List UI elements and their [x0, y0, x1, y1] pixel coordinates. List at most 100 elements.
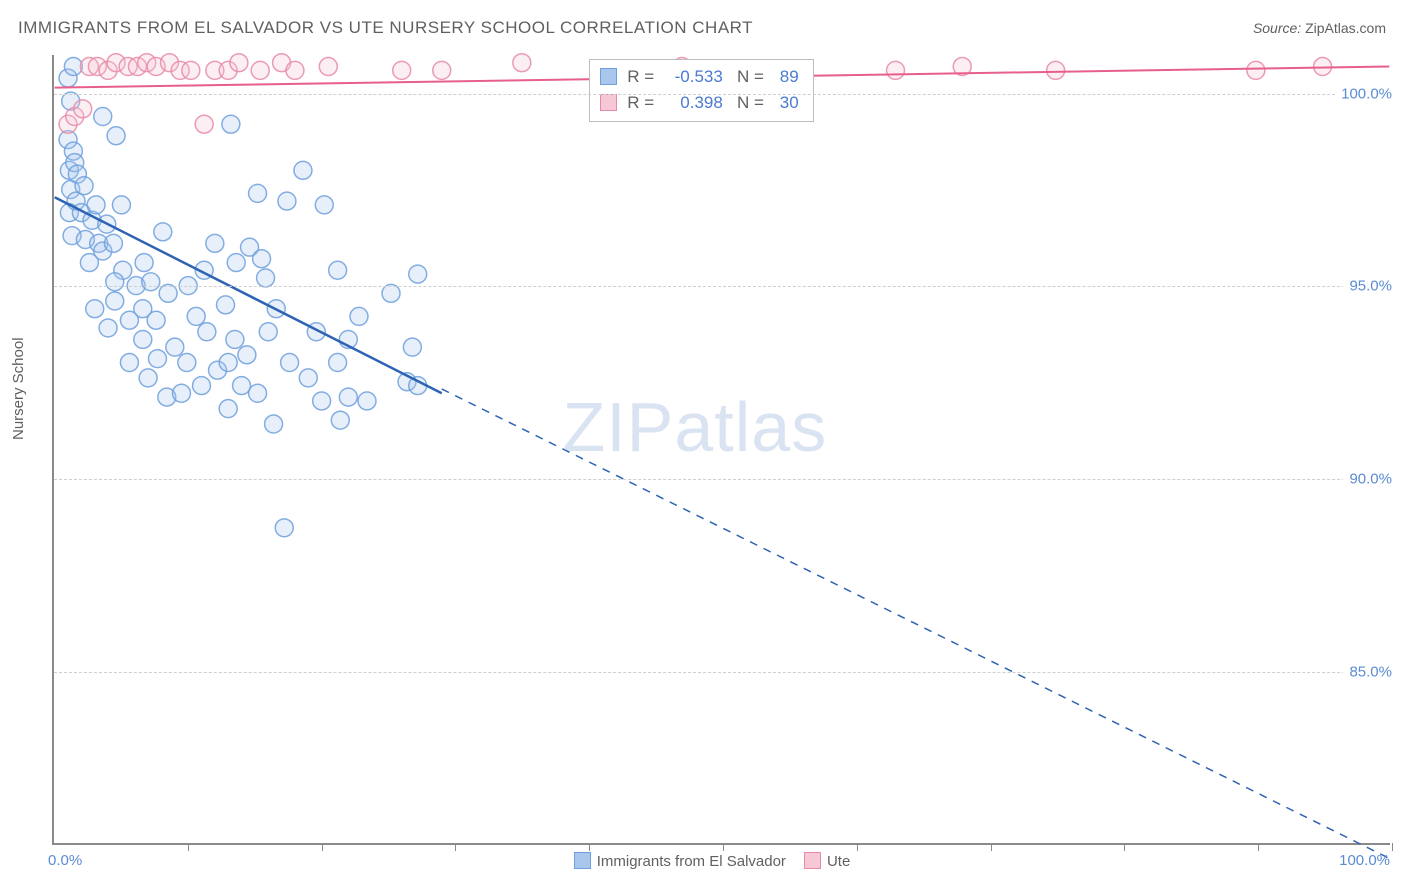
data-point [135, 254, 153, 272]
y-axis-label: Nursery School [10, 337, 27, 440]
legend-r-label: R = [627, 67, 659, 86]
data-point [286, 61, 304, 79]
data-point [1247, 61, 1265, 79]
data-point [253, 250, 271, 268]
legend-n-label: N = [737, 67, 769, 86]
data-point [86, 300, 104, 318]
data-point [1047, 61, 1065, 79]
data-point [178, 354, 196, 372]
source-credit: Source: ZipAtlas.com [1253, 20, 1386, 36]
data-point [251, 61, 269, 79]
data-point [217, 296, 235, 314]
data-point [222, 115, 240, 133]
data-point [315, 196, 333, 214]
y-tick-label: 90.0% [1343, 470, 1392, 487]
y-tick-label: 85.0% [1343, 663, 1392, 680]
legend-n-label: N = [737, 93, 769, 112]
data-point [409, 265, 427, 283]
legend-r-value: -0.533 [659, 64, 723, 90]
data-point [249, 184, 267, 202]
chart-title: IMMIGRANTS FROM EL SALVADOR VS UTE NURSE… [18, 18, 753, 38]
data-point [195, 115, 213, 133]
data-point [187, 307, 205, 325]
data-point [319, 58, 337, 76]
gridline-h [54, 672, 1390, 673]
data-point [294, 161, 312, 179]
data-point [230, 54, 248, 72]
data-point [134, 330, 152, 348]
data-point [249, 384, 267, 402]
data-point [120, 354, 138, 372]
x-tick [723, 843, 724, 851]
source-value: ZipAtlas.com [1305, 20, 1386, 36]
data-point [166, 338, 184, 356]
x-tick [589, 843, 590, 851]
data-point [329, 261, 347, 279]
data-point [358, 392, 376, 410]
x-tick [1392, 843, 1393, 851]
legend-swatch [804, 852, 821, 869]
gridline-h [54, 286, 1390, 287]
source-label: Source: [1253, 20, 1301, 36]
data-point [154, 223, 172, 241]
gridline-h [54, 94, 1390, 95]
x-tick [455, 843, 456, 851]
data-point [219, 400, 237, 418]
data-point [226, 330, 244, 348]
data-point [173, 384, 191, 402]
data-point [233, 377, 251, 395]
data-point [139, 369, 157, 387]
data-point [106, 273, 124, 291]
data-point [238, 346, 256, 364]
data-point [147, 311, 165, 329]
data-point [331, 411, 349, 429]
y-tick-label: 95.0% [1343, 278, 1392, 295]
data-point [513, 54, 531, 72]
data-point [313, 392, 331, 410]
y-tick-label: 100.0% [1335, 85, 1392, 102]
plot-area: ZIPatlas R = -0.533 N = 89R = 0.398 N = … [52, 55, 1390, 845]
data-point [887, 61, 905, 79]
data-point [148, 350, 166, 368]
data-point [275, 519, 293, 537]
data-point [142, 273, 160, 291]
legend-swatch [574, 852, 591, 869]
data-point [74, 100, 92, 118]
data-point [393, 61, 411, 79]
legend-r-label: R = [627, 93, 659, 112]
data-point [94, 108, 112, 126]
correlation-legend: R = -0.533 N = 89R = 0.398 N = 30 [589, 59, 813, 122]
data-point [106, 292, 124, 310]
x-tick [1124, 843, 1125, 851]
legend-row: R = -0.533 N = 89 [600, 64, 798, 90]
data-point [259, 323, 277, 341]
data-point [329, 354, 347, 372]
gridline-h [54, 479, 1390, 480]
x-tick [188, 843, 189, 851]
chart-svg-layer [54, 55, 1390, 843]
data-point [198, 323, 216, 341]
data-point [299, 369, 317, 387]
legend-swatch [600, 94, 617, 111]
data-point [182, 61, 200, 79]
legend-label: Ute [827, 853, 850, 870]
data-point [64, 58, 82, 76]
legend-n-value: 89 [769, 64, 799, 90]
data-point [257, 269, 275, 287]
data-point [87, 196, 105, 214]
series-legend: Immigrants from El SalvadorUte [0, 852, 1406, 870]
x-tick [857, 843, 858, 851]
data-point [339, 388, 357, 406]
data-point [112, 196, 130, 214]
data-point [265, 415, 283, 433]
x-tick [322, 843, 323, 851]
data-point [104, 234, 122, 252]
legend-swatch [600, 68, 617, 85]
data-point [433, 61, 451, 79]
data-point [281, 354, 299, 372]
data-point [403, 338, 421, 356]
data-point [99, 319, 117, 337]
data-point [350, 307, 368, 325]
data-point [227, 254, 245, 272]
x-tick [1258, 843, 1259, 851]
